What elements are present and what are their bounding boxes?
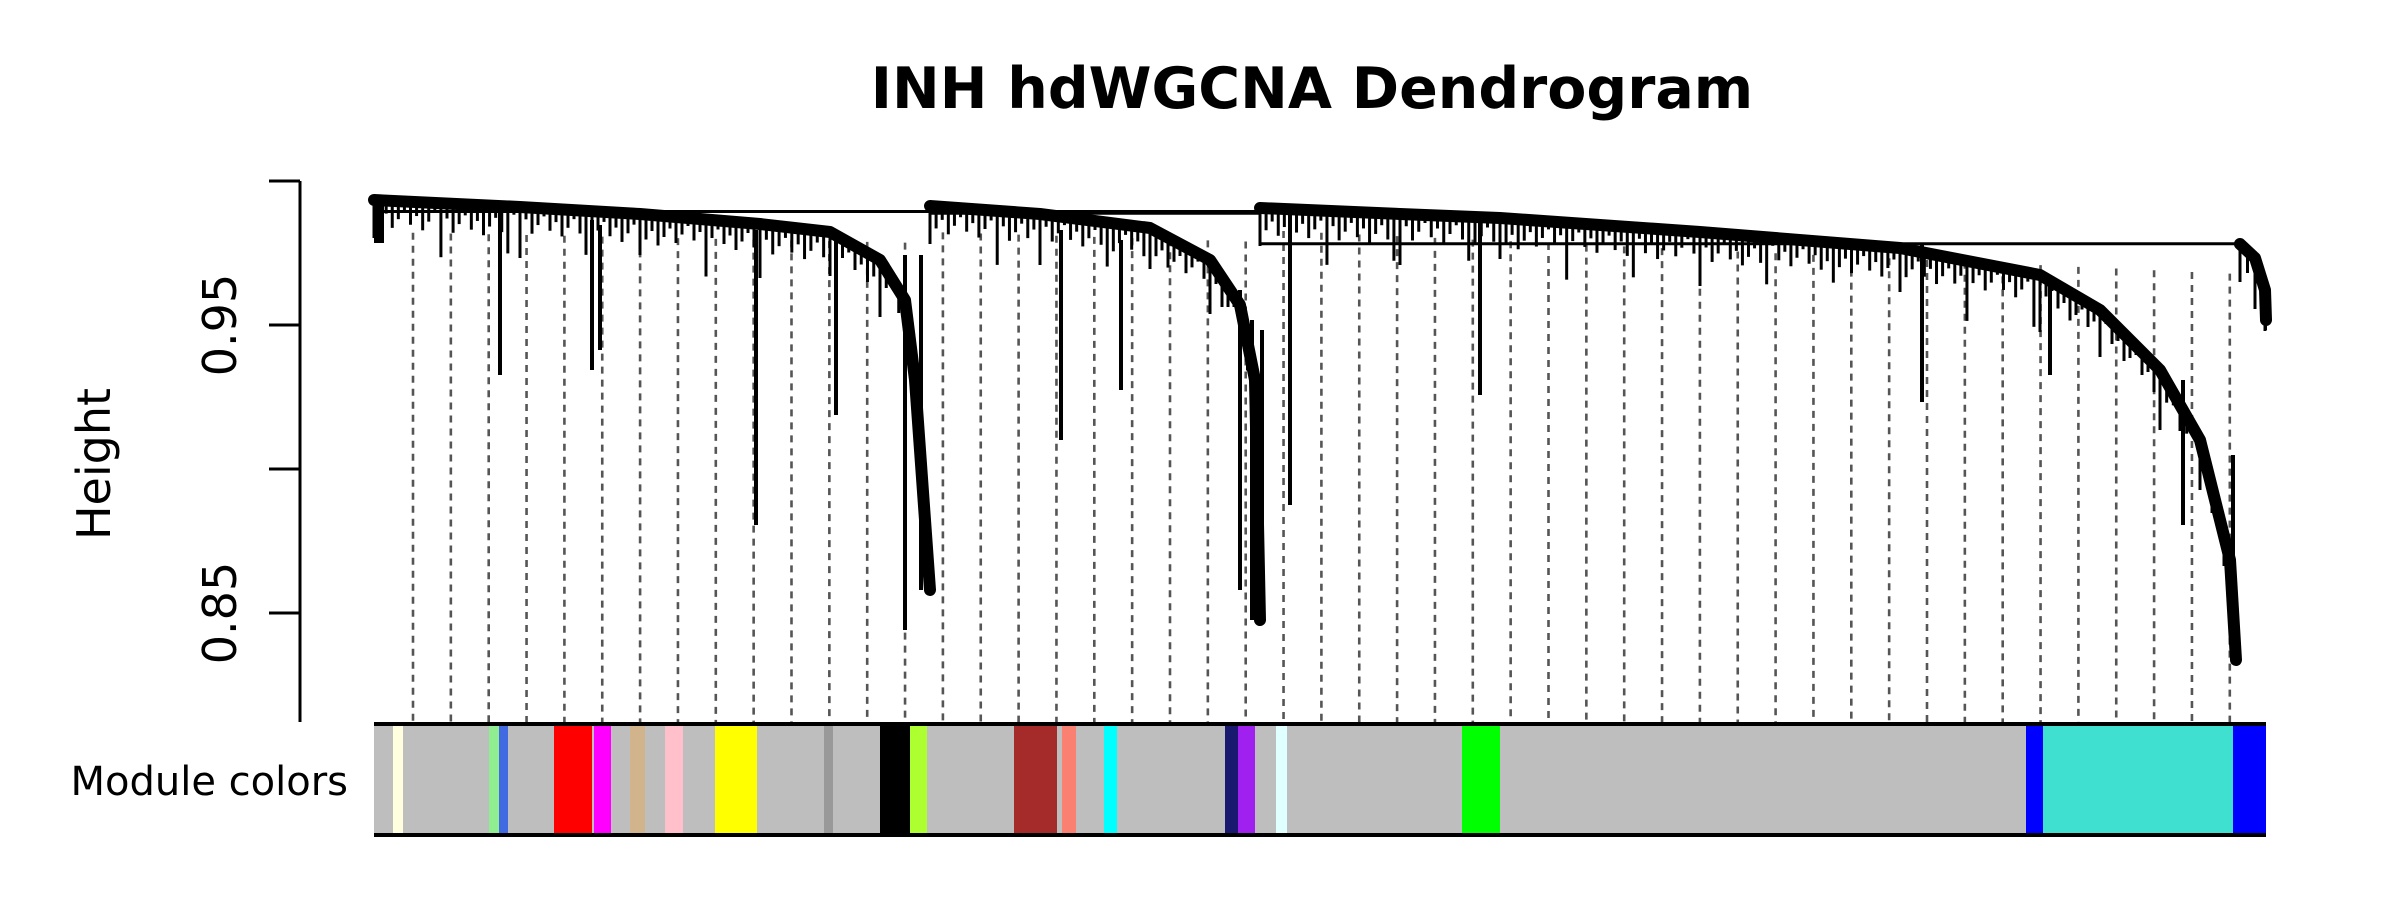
module-color-grey	[645, 724, 665, 835]
module-color-black	[880, 724, 910, 835]
module-color-cyan	[1104, 724, 1117, 835]
module-color-grey	[508, 724, 554, 835]
cluster-3-backbone	[1254, 202, 2242, 666]
module-color-salmon	[1062, 724, 1076, 835]
module-color-grey	[592, 724, 594, 835]
module-color-lightgreen	[489, 724, 499, 835]
module-color-tan	[630, 724, 645, 835]
module-color-grey	[833, 724, 880, 835]
module-color-grey	[403, 724, 489, 835]
module-color-greenyellow	[910, 724, 927, 835]
module-color-grey	[611, 724, 630, 835]
module-color-midnightblue	[1225, 724, 1238, 835]
module-color-grey	[683, 724, 715, 835]
module-color-lightyellow	[393, 724, 403, 835]
module-color-bar	[374, 722, 2266, 837]
module-color-yellow	[715, 724, 757, 835]
module-color-grey	[1076, 724, 1104, 835]
module-color-pink	[665, 724, 683, 835]
module-color-blue	[2233, 724, 2266, 835]
module-color-darkgrey	[824, 724, 833, 835]
cluster-1-backbone	[368, 194, 936, 596]
module-color-purple	[1238, 724, 1255, 835]
leaf-guide-lines	[411, 231, 2232, 722]
module-color-grey	[374, 724, 393, 835]
cluster-4-backbone	[2234, 238, 2272, 326]
module-color-blue	[2026, 724, 2043, 835]
module-color-grey	[927, 724, 1014, 835]
module-color-turquoise	[2043, 724, 2233, 835]
module-color-red	[554, 724, 592, 835]
y-axis	[269, 179, 302, 722]
dendrogram-tree	[368, 194, 2272, 666]
chart-title: INH hdWGCNA Dendrogram	[870, 56, 1754, 122]
module-colors-label: Module colors	[70, 759, 349, 805]
module-color-green	[1462, 724, 1500, 835]
module-color-lightcyan	[1276, 724, 1287, 835]
module-color-grey	[1057, 724, 1062, 835]
module-color-grey	[1500, 724, 2026, 835]
module-color-grey	[1287, 724, 1462, 835]
module-color-brown	[1014, 724, 1057, 835]
cluster-cap	[374, 198, 384, 243]
module-color-royalblue	[499, 724, 508, 835]
module-color-grey	[757, 724, 824, 835]
module-color-grey	[1117, 724, 1225, 835]
module-color-grey	[1255, 724, 1276, 835]
module-color-magenta	[594, 724, 611, 835]
